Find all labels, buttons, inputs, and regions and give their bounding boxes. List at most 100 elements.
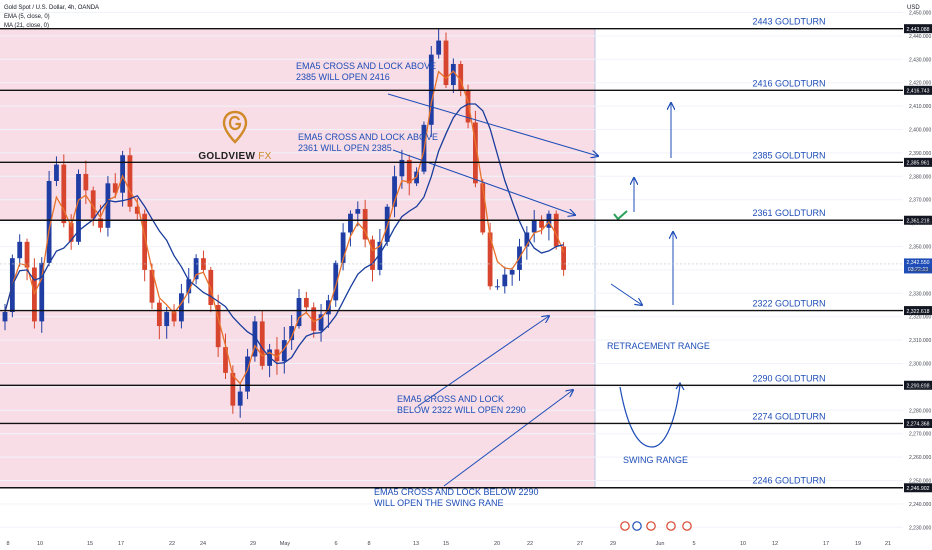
x-tick-label: Jun <box>656 541 665 547</box>
candle <box>436 28 442 59</box>
ema-legend: EMA (5, close, 0) <box>4 14 50 20</box>
candle-body <box>245 356 250 392</box>
y-tick-label: 2,400.000 <box>909 128 931 134</box>
x-tick-label: 15 <box>443 541 449 547</box>
candle <box>61 154 67 228</box>
candle <box>340 223 346 271</box>
y-tick-label: 2,320.000 <box>909 315 931 321</box>
chart-legend: Gold Spot / U.S. Dollar, 4h, OANDA EMA (… <box>4 4 99 31</box>
y-tick-label: 2,230.000 <box>909 525 931 531</box>
candle-body <box>237 391 243 406</box>
candle <box>46 170 52 267</box>
y-tick-label: 2,280.000 <box>909 408 931 414</box>
goldview-g-pin-icon <box>222 110 248 144</box>
y-tick-label: 2,360.000 <box>909 221 931 227</box>
retracement-range-label: RETRACEMENT RANGE <box>607 341 710 351</box>
price-tag-bg <box>904 157 932 167</box>
candle <box>223 333 228 380</box>
y-tick-label: 2,310.000 <box>909 338 931 344</box>
candle-body <box>436 40 442 55</box>
price-tag-bg <box>904 483 932 493</box>
y-tick-label: 2,240.000 <box>909 502 931 508</box>
candle <box>362 199 368 248</box>
candle <box>377 228 383 276</box>
candle-body <box>179 293 184 322</box>
current-price-tag-bg <box>904 258 932 274</box>
y-tick-label: 2,300.000 <box>909 362 931 368</box>
candle-body <box>289 326 295 341</box>
symbol-title: Gold Spot / U.S. Dollar, 4h, OANDA <box>4 5 100 11</box>
x-tick-label: 21 <box>885 541 891 547</box>
candle <box>164 306 170 339</box>
annotation-note-2361: EMA5 CROSS AND LOCK ABOVE 2361 WILL OPEN … <box>298 132 439 153</box>
candle-body <box>539 220 544 228</box>
y-tick-label: 2,380.000 <box>909 174 931 180</box>
price-tag-2417: 2,416.743 <box>906 89 929 95</box>
candle-body <box>164 312 170 327</box>
swing-range-label: SWING RANGE <box>623 455 689 465</box>
candle <box>450 58 456 94</box>
x-tick-label: 22 <box>169 541 175 547</box>
candle <box>531 210 537 243</box>
candle <box>333 260 339 307</box>
level-label-2291: 2290 GOLDTURN <box>752 373 825 383</box>
candle-body <box>495 286 500 288</box>
candle-body <box>215 305 221 348</box>
candle <box>370 235 375 282</box>
level-label-2247: 2246 GOLDTURN <box>752 476 825 486</box>
candle-body <box>90 190 96 219</box>
swing-curve <box>619 384 681 448</box>
candle <box>553 210 559 250</box>
candle-body <box>259 321 265 366</box>
candle-body <box>112 183 118 193</box>
candle-body <box>193 258 199 280</box>
y-tick-label: 2,290.000 <box>909 385 931 391</box>
candle <box>561 241 566 276</box>
x-tick-label: 29 <box>250 541 256 547</box>
candle <box>142 209 148 282</box>
candle-body <box>274 349 280 362</box>
candle-body <box>524 232 530 247</box>
price-tag-2443: 2,443.088 <box>906 27 929 33</box>
ma21-line <box>4 103 564 365</box>
level-label-2417: 2416 GOLDTURN <box>752 78 825 88</box>
economic-event-icon <box>682 521 692 531</box>
economic-event-icon <box>666 521 676 531</box>
candle <box>428 45 434 137</box>
candle <box>17 234 23 267</box>
candle <box>127 147 133 212</box>
candle-body <box>46 180 52 263</box>
candle <box>406 154 412 196</box>
price-tag-bg <box>904 24 932 34</box>
candle <box>156 299 162 340</box>
annotation-arrow <box>417 316 549 407</box>
x-tick-label: 8 <box>367 541 370 547</box>
level-label-2361: 2361 GOLDTURN <box>752 208 825 218</box>
y-tick-label: 2,340.000 <box>909 268 931 274</box>
candle-body <box>370 239 375 270</box>
y-tick-label: 2,250.000 <box>909 479 931 485</box>
candle-body <box>333 262 339 301</box>
candle-body <box>318 314 324 331</box>
y-tick-label: 2,420.000 <box>909 81 931 87</box>
candle <box>245 348 250 400</box>
x-tick-label: 24 <box>200 541 206 547</box>
candle <box>465 84 471 129</box>
candle <box>193 254 199 285</box>
candle <box>392 165 397 218</box>
x-tick-label: 10 <box>740 541 746 547</box>
candle-body <box>303 297 309 308</box>
candle-body <box>68 223 74 242</box>
candle-body <box>17 241 23 259</box>
candle-body <box>487 232 493 287</box>
candle-body <box>281 340 287 362</box>
x-tick-label: 10 <box>37 541 43 547</box>
swing-curve-arrowhead <box>675 381 685 391</box>
x-tick-label: 17 <box>823 541 829 547</box>
economic-event-icon <box>646 521 656 531</box>
x-tick-label: 19 <box>855 541 861 547</box>
x-tick-label: 20 <box>494 541 500 547</box>
candle <box>311 302 317 338</box>
candle-body <box>311 307 317 331</box>
